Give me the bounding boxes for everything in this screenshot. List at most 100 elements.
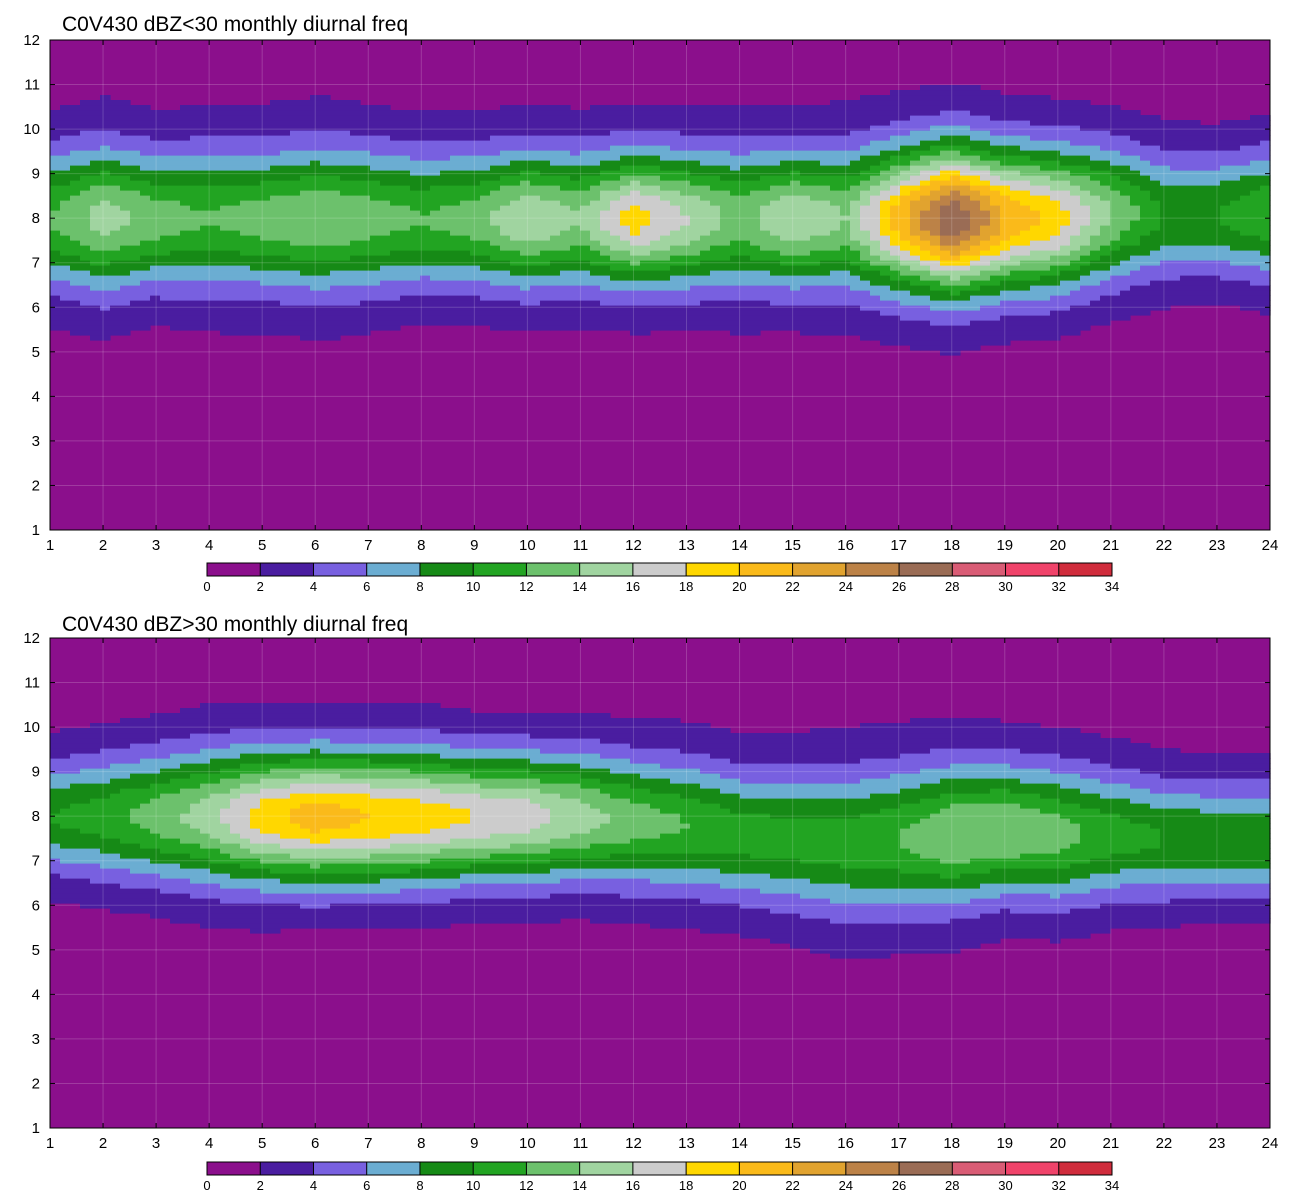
contour-cell — [770, 135, 781, 141]
contour-cell — [370, 185, 381, 191]
contour-cell — [930, 300, 941, 306]
contour-cell — [820, 310, 831, 316]
contour-cell — [570, 240, 581, 246]
contour-cell — [750, 200, 761, 206]
contour-cell — [930, 150, 941, 156]
contour-cell — [940, 225, 951, 231]
contour-cell — [1010, 325, 1021, 331]
contour-cell — [580, 305, 591, 311]
contour-cell — [900, 235, 911, 241]
contour-cell — [620, 135, 631, 141]
contour-cell — [1070, 150, 1081, 156]
contour-cell — [920, 345, 931, 351]
contour-cell — [550, 230, 561, 236]
contour-cell — [910, 325, 921, 331]
contour-cell — [960, 205, 971, 211]
contour-cell — [620, 225, 631, 231]
contour-cell — [860, 170, 871, 176]
contour-cell — [730, 220, 741, 226]
contour-cell — [690, 165, 701, 171]
contour-cell — [440, 245, 451, 251]
contour-cell — [690, 235, 701, 241]
contour-cell — [910, 320, 921, 326]
contour-cell — [1080, 130, 1091, 136]
contour-cell — [880, 240, 891, 246]
contour-cell — [730, 285, 741, 291]
contour-cell — [300, 315, 311, 321]
contour-cell — [570, 255, 581, 261]
contour-cell — [490, 310, 501, 316]
contour-cell — [290, 180, 301, 186]
contour-cell — [200, 215, 211, 221]
contour-cell — [1000, 110, 1011, 116]
contour-cell — [630, 170, 641, 176]
contour-cell — [540, 165, 551, 171]
contour-cell — [660, 265, 671, 271]
contour-cell — [140, 295, 151, 301]
contour-cell — [800, 125, 811, 131]
contour-cell — [1040, 175, 1051, 181]
contour-cell — [540, 250, 551, 256]
contour-cell — [420, 310, 431, 316]
contour-cell — [440, 195, 451, 201]
contour-cell — [760, 245, 771, 251]
contour-cell — [1090, 105, 1101, 111]
contour-cell — [800, 285, 811, 291]
contour-cell — [990, 270, 1001, 276]
contour-cell — [720, 230, 731, 236]
contour-cell — [360, 320, 371, 326]
contour-cell — [570, 325, 581, 331]
contour-cell — [1080, 325, 1091, 331]
contour-cell — [590, 190, 601, 196]
contour-cell — [890, 330, 901, 336]
contour-cell — [860, 130, 871, 136]
contour-cell — [320, 150, 331, 156]
contour-cell — [920, 215, 931, 221]
contour-cell — [560, 200, 571, 206]
contour-cell — [650, 300, 661, 306]
contour-cell — [350, 330, 361, 336]
contour-cell — [800, 180, 811, 186]
contour-cell — [220, 165, 231, 171]
contour-cell — [50, 145, 61, 151]
contour-cell — [920, 165, 931, 171]
contour-cell — [690, 190, 701, 196]
contour-cell — [870, 335, 881, 341]
contour-cell — [620, 300, 631, 306]
contour-cell — [450, 190, 461, 196]
contour-cell — [900, 210, 911, 216]
contour-cell — [680, 185, 691, 191]
contour-cell — [1090, 300, 1101, 306]
contour-cell — [120, 180, 131, 186]
contour-cell — [60, 220, 71, 226]
contour-cell — [940, 145, 951, 151]
contour-cell — [210, 105, 221, 111]
contour-cell — [550, 210, 561, 216]
contour-cell — [780, 255, 791, 261]
contour-cell — [880, 275, 891, 281]
contour-cell — [270, 270, 281, 276]
contour-cell — [380, 245, 391, 251]
contour-cell — [380, 325, 391, 331]
contour-cell — [700, 165, 711, 171]
contour-cell — [430, 205, 441, 211]
contour-cell — [260, 190, 271, 196]
contour-cell — [740, 320, 751, 326]
contour-cell — [910, 340, 921, 346]
contour-cell — [770, 210, 781, 216]
contour-cell — [840, 305, 851, 311]
contour-cell — [250, 280, 261, 286]
contour-cell — [920, 265, 931, 271]
contour-cell — [990, 115, 1001, 121]
contour-cell — [300, 335, 311, 341]
contour-cell — [1030, 170, 1041, 176]
contour-cell — [210, 215, 221, 221]
contour-cell — [570, 200, 581, 206]
contour-cell — [600, 140, 611, 146]
contour-cell — [940, 100, 951, 106]
contour-cell — [1010, 265, 1021, 271]
contour-cell — [340, 175, 351, 181]
contour-cell — [730, 260, 741, 266]
contour-cell — [350, 285, 361, 291]
contour-cell — [130, 255, 141, 261]
